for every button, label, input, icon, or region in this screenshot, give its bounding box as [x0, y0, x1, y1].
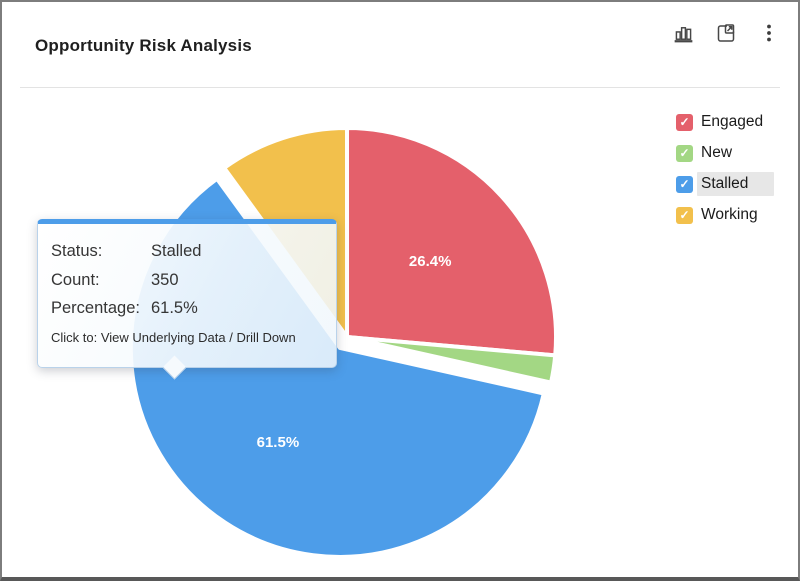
pie-slice-new[interactable] [345, 335, 558, 385]
legend: Engaged New Stalled Working [676, 112, 775, 236]
checkbox-checked-icon[interactable] [676, 144, 693, 162]
legend-label: Working [701, 206, 758, 223]
legend-item-new[interactable]: New [676, 143, 774, 163]
widget-toolbar [670, 20, 782, 46]
legend-item-stalled[interactable]: Stalled [676, 172, 775, 196]
pie-slice-percentage-label: 61.5% [257, 434, 300, 451]
chart-tooltip: Status: Stalled Count: 350 Percentage: 6… [37, 219, 337, 380]
legend-label: New [701, 144, 733, 161]
tooltip-row-value: Stalled [151, 242, 202, 260]
tooltip-row: Status: Stalled [51, 237, 322, 266]
tooltip-row-value: 61.5% [151, 299, 198, 317]
checkbox-checked-icon[interactable] [676, 175, 693, 193]
tooltip-row: Percentage: 61.5% [51, 294, 322, 323]
more-options-icon[interactable] [756, 20, 782, 46]
legend-label: Stalled [697, 172, 775, 196]
legend-item-engaged[interactable]: Engaged [676, 112, 774, 132]
tooltip-row-label: Count: [51, 270, 100, 289]
legend-label: Engaged [701, 113, 764, 130]
export-icon[interactable] [713, 20, 739, 46]
tooltip-row-value: 350 [151, 270, 179, 289]
checkbox-checked-icon[interactable] [676, 113, 693, 131]
tooltip-row-label: Status: [51, 242, 103, 260]
page-title: Opportunity Risk Analysis [35, 36, 252, 55]
tooltip-row-label: Percentage: [51, 299, 140, 317]
tooltip-footer: Click to: View Underlying Data / Drill D… [51, 329, 296, 345]
checkbox-checked-icon[interactable] [676, 206, 693, 224]
bar-chart-icon[interactable] [670, 20, 696, 46]
tooltip-row: Count: 350 [51, 266, 322, 295]
legend-item-working[interactable]: Working [676, 205, 774, 225]
pie-slice-engaged[interactable] [345, 126, 558, 358]
header-divider [20, 87, 780, 88]
pie-slice-percentage-label: 26.4% [409, 253, 452, 270]
